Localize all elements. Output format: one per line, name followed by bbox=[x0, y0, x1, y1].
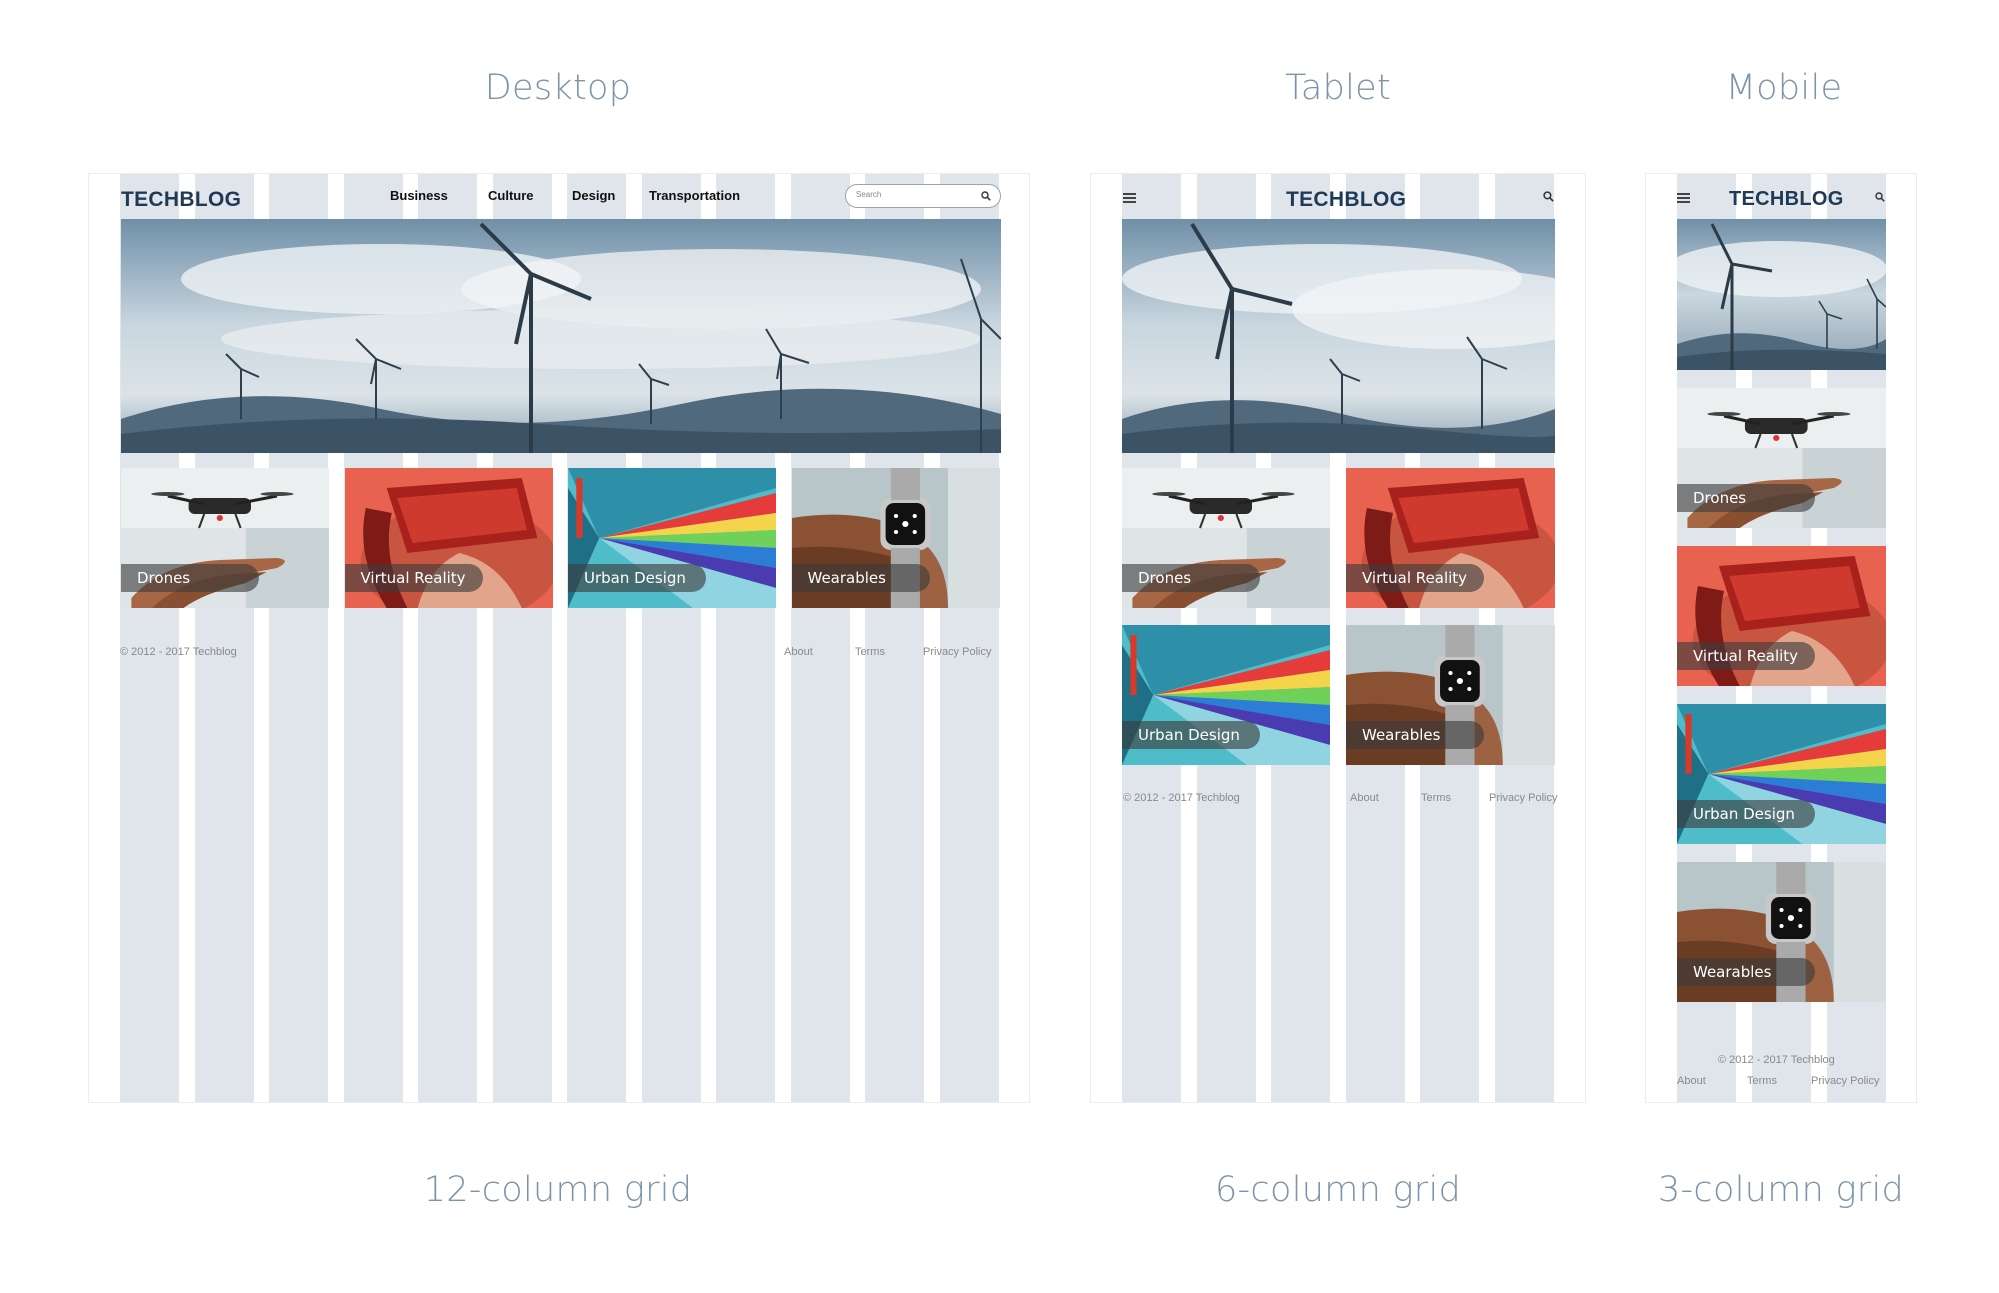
card-label: Virtual Reality bbox=[1677, 642, 1815, 670]
footer-terms[interactable]: Terms bbox=[1421, 792, 1451, 804]
hamburger-icon[interactable] bbox=[1677, 193, 1690, 203]
footer-terms[interactable]: Terms bbox=[855, 646, 885, 658]
footer-copyright: © 2012 - 2017 Techblog bbox=[1123, 792, 1240, 804]
card-label: Urban Design bbox=[1122, 721, 1260, 749]
card-wearables[interactable]: Wearables bbox=[1346, 625, 1555, 765]
footer-privacy[interactable]: Privacy Policy bbox=[923, 646, 992, 658]
card-label: Drones bbox=[121, 564, 259, 592]
card-urban-design[interactable]: Urban Design bbox=[1677, 704, 1886, 844]
column-overlay bbox=[121, 219, 1001, 453]
card-drones[interactable]: Drones bbox=[1122, 468, 1330, 608]
hero-image bbox=[121, 219, 1001, 453]
footer-privacy[interactable]: Privacy Policy bbox=[1489, 792, 1558, 804]
card-wearables[interactable]: Wearables bbox=[791, 468, 1000, 608]
footer-about[interactable]: About bbox=[1677, 1075, 1706, 1087]
footer-about[interactable]: About bbox=[784, 646, 813, 658]
wear-image bbox=[1677, 862, 1886, 1002]
search-icon[interactable] bbox=[1875, 192, 1885, 202]
hamburger-icon[interactable] bbox=[1123, 193, 1136, 203]
nav-business[interactable]: Business bbox=[390, 188, 448, 203]
hero-image bbox=[1677, 219, 1886, 370]
hero-image bbox=[1122, 219, 1555, 453]
desktop-grid-label: 12-column grid bbox=[423, 1170, 693, 1210]
nav-transportation[interactable]: Transportation bbox=[649, 188, 741, 203]
card-label: Drones bbox=[1677, 484, 1815, 512]
search-placeholder: Search bbox=[856, 190, 882, 199]
site-logo[interactable]: TECHBLOG bbox=[1729, 188, 1844, 210]
card-label: Wearables bbox=[1346, 721, 1484, 749]
site-logo[interactable]: TECHBLOG bbox=[121, 188, 242, 211]
search-icon[interactable] bbox=[1543, 191, 1554, 202]
mobile-label: Mobile bbox=[1725, 68, 1843, 108]
footer-copyright: © 2012 - 2017 Techblog bbox=[1718, 1054, 1835, 1066]
card-label: Urban Design bbox=[568, 564, 706, 592]
card-virtual-reality[interactable]: Virtual Reality bbox=[344, 468, 553, 608]
tablet-grid-label: 6-column grid bbox=[1214, 1170, 1462, 1210]
card-label: Wearables bbox=[1677, 958, 1815, 986]
desktop-frame: TECHBLOG Business Culture Design Transpo… bbox=[88, 173, 1030, 1103]
card-label: Wearables bbox=[791, 564, 930, 592]
wind-turbines-image bbox=[1677, 219, 1886, 370]
footer-about[interactable]: About bbox=[1350, 792, 1379, 804]
site-logo[interactable]: TECHBLOG bbox=[1286, 188, 1407, 211]
card-label: Urban Design bbox=[1677, 800, 1815, 828]
card-drones[interactable]: Drones bbox=[1677, 388, 1886, 528]
footer-terms[interactable]: Terms bbox=[1747, 1075, 1777, 1087]
mobile-frame: TECHBLOG bbox=[1645, 173, 1917, 1103]
wind-turbines-image bbox=[1122, 219, 1555, 453]
search-input[interactable]: Search bbox=[845, 184, 1001, 208]
mobile-grid-label: 3-column grid bbox=[1657, 1170, 1905, 1210]
desktop-label: Desktop bbox=[484, 68, 632, 108]
footer-privacy[interactable]: Privacy Policy bbox=[1811, 1075, 1880, 1087]
card-virtual-reality[interactable]: Virtual Reality bbox=[1677, 546, 1886, 686]
card-label: Drones bbox=[1122, 564, 1260, 592]
card-label: Virtual Reality bbox=[1346, 564, 1484, 592]
tablet-label: Tablet bbox=[1284, 68, 1392, 108]
card-drones[interactable]: Drones bbox=[121, 468, 329, 608]
tablet-frame: TECHBLOG bbox=[1090, 173, 1586, 1103]
footer-copyright: © 2012 - 2017 Techblog bbox=[120, 646, 237, 658]
card-virtual-reality[interactable]: Virtual Reality bbox=[1346, 468, 1555, 608]
wind-turbines-image bbox=[121, 219, 1001, 453]
search-icon[interactable] bbox=[981, 191, 991, 201]
nav-design[interactable]: Design bbox=[572, 188, 616, 203]
card-urban-design[interactable]: Urban Design bbox=[568, 468, 776, 608]
card-wearables[interactable]: Wearables bbox=[1677, 862, 1886, 1002]
card-urban-design[interactable]: Urban Design bbox=[1122, 625, 1330, 765]
urban-image bbox=[568, 468, 776, 608]
card-label: Virtual Reality bbox=[344, 564, 483, 592]
nav-culture[interactable]: Culture bbox=[488, 188, 534, 203]
